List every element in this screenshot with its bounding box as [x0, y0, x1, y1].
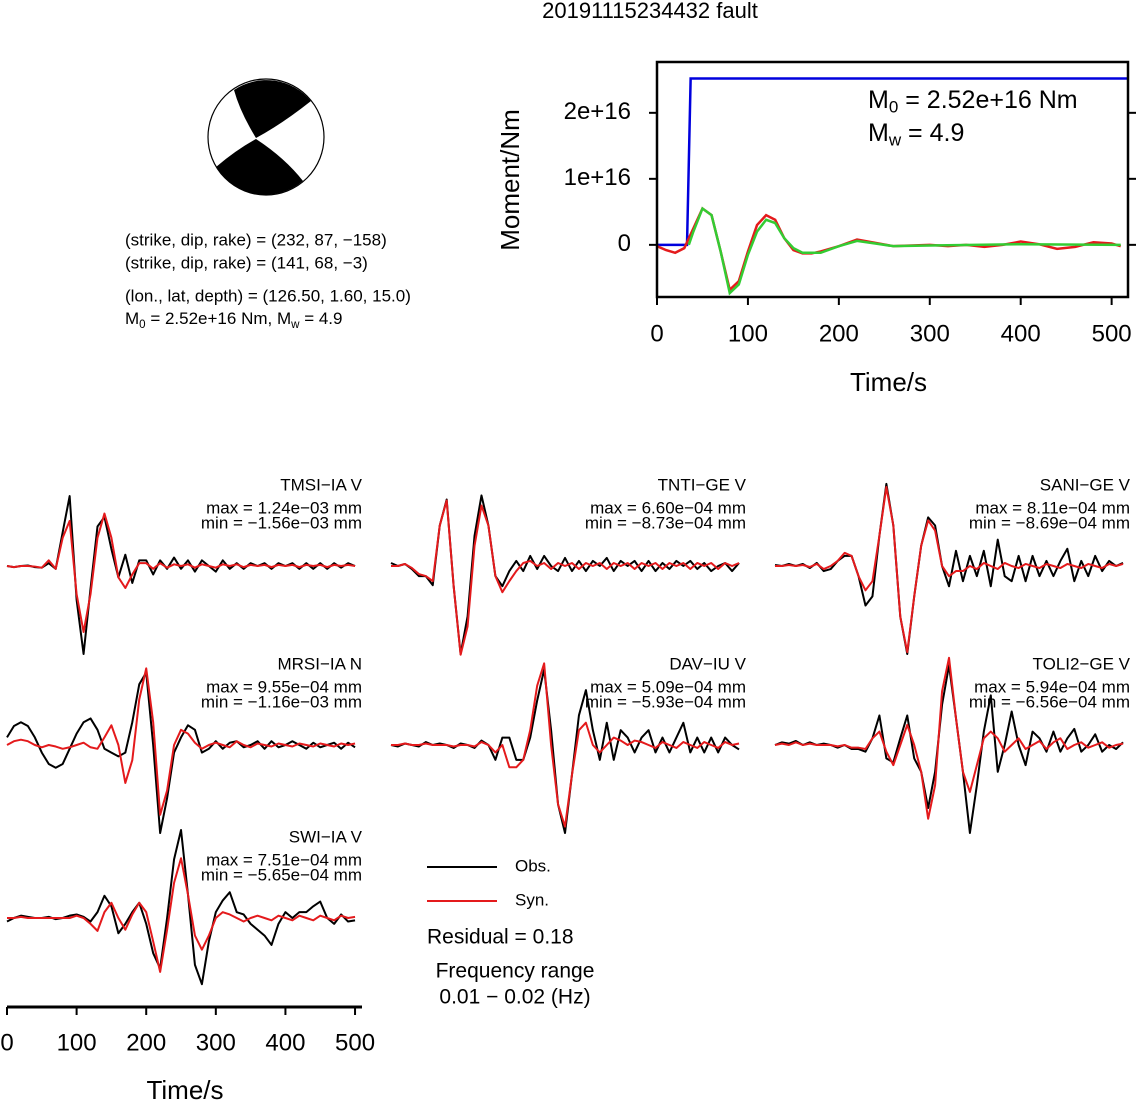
station-label: SWI−IA V: [289, 827, 363, 846]
x-axis-label: Time/s: [146, 1075, 223, 1104]
x-axis-label: Time/s: [850, 367, 927, 397]
station-label: DAV−IU V: [669, 654, 746, 673]
min-amplitude: min = −1.16e−03 mm: [201, 692, 362, 711]
min-amplitude: min = −5.65e−04 mm: [201, 865, 362, 884]
x-tick-label: 500: [335, 1029, 375, 1056]
station-label: TMSI−IA V: [280, 475, 362, 494]
legend-label: Obs.: [515, 856, 551, 875]
max-amplitude: max = 6.60e−04 mm: [590, 498, 746, 517]
max-amplitude: max = 5.09e−04 mm: [590, 677, 746, 696]
station-label: MRSI−IA N: [277, 654, 362, 673]
compression-quadrant: [234, 80, 311, 138]
station-label: TOLI2−GE V: [1033, 654, 1131, 673]
series-line: [657, 77, 1128, 247]
y-tick-label: 0: [618, 230, 631, 257]
annotation: Mw = 4.9: [868, 119, 964, 150]
station-label: SANI−GE V: [1040, 475, 1131, 494]
y-axis-label: Moment/Nm: [495, 109, 525, 251]
min-amplitude: min = −8.69e−04 mm: [969, 513, 1130, 532]
waveform: [6, 667, 356, 816]
series-line: [687, 206, 1121, 296]
x-tick-label: 400: [265, 1029, 305, 1056]
waveform: [391, 662, 740, 828]
x-tick-label: 200: [819, 320, 859, 347]
max-amplitude: max = 8.11e−04 mm: [975, 498, 1130, 517]
x-tick-label: 300: [910, 320, 950, 347]
moment-magnitude: M0 = 2.52e+16 Nm, Mw = 4.9: [125, 309, 342, 331]
x-tick-label: 200: [126, 1029, 166, 1056]
max-amplitude: max = 7.51e−04 mm: [206, 850, 362, 869]
legend-label: Syn.: [515, 890, 549, 909]
text-part: = 4.9: [299, 309, 342, 328]
x-tick-label: 0: [650, 320, 663, 347]
subscript: w: [290, 319, 300, 331]
beachball: [207, 78, 325, 196]
frequency-label: Frequency range: [436, 960, 595, 983]
location: (lon., lat, depth) = (126.50, 1.60, 15.0…: [125, 286, 411, 305]
subscript: 0: [889, 98, 898, 117]
max-amplitude: max = 1.24e−03 mm: [206, 498, 362, 517]
nodal-plane-1: (strike, dip, rake) = (232, 87, −158): [125, 230, 387, 249]
min-amplitude: min = −5.93e−04 mm: [585, 692, 746, 711]
waveform: [774, 482, 1124, 655]
residual: Residual = 0.18: [427, 926, 574, 949]
x-tick-label: 400: [1001, 320, 1041, 347]
nodal-plane-2: (strike, dip, rake) = (141, 68, −3): [125, 253, 368, 272]
min-amplitude: min = −6.56e−04 mm: [969, 692, 1130, 711]
text-part: M: [868, 86, 889, 114]
waveform: [775, 486, 1124, 654]
y-tick-label: 1e+16: [564, 164, 631, 191]
subscript: w: [888, 131, 902, 150]
text-part: = 4.9: [901, 119, 964, 147]
x-tick-label: 300: [196, 1029, 236, 1056]
y-tick-label: 2e+16: [564, 98, 631, 125]
subscript: 0: [139, 319, 145, 331]
x-tick-label: 100: [728, 320, 768, 347]
x-tick-label: 500: [1092, 320, 1132, 347]
compression-quadrant: [216, 139, 303, 195]
waveform: [7, 857, 356, 973]
x-tick-label: 0: [0, 1029, 13, 1056]
waveform: [391, 499, 740, 656]
plot-frame: [655, 60, 1130, 299]
x-tick-label: 100: [57, 1029, 97, 1056]
frequency-range: 0.01 − 0.02 (Hz): [439, 986, 590, 1009]
min-amplitude: min = −8.73e−04 mm: [585, 513, 746, 532]
max-amplitude: max = 9.55e−04 mm: [206, 677, 362, 696]
text-part: = 2.52e+16 Nm: [898, 86, 1077, 114]
waveform: [774, 656, 1124, 820]
text-part: M: [868, 119, 889, 147]
min-amplitude: min = −1.56e−03 mm: [201, 513, 362, 532]
figure-title: 20191115234432 fault: [542, 0, 758, 23]
waveform: [6, 512, 356, 633]
text-part: = 2.52e+16 Nm, M: [146, 309, 292, 328]
station-label: TNTI−GE V: [658, 475, 747, 494]
max-amplitude: max = 5.94e−04 mm: [974, 677, 1130, 696]
text-part: M: [125, 309, 139, 328]
annotation: M0 = 2.52e+16 Nm: [868, 86, 1078, 117]
